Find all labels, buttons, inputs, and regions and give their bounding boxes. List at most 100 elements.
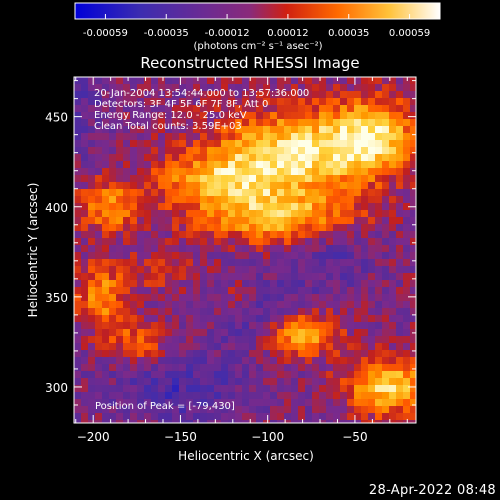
colorbar-gradient [74, 2, 441, 20]
heatmap-cell [165, 392, 173, 400]
heatmap-cell [165, 189, 173, 197]
heatmap-cell [137, 273, 145, 281]
heatmap-cell [81, 329, 89, 337]
heatmap-cell [74, 378, 82, 386]
heatmap-cell [361, 301, 369, 309]
heatmap-cell [368, 364, 376, 372]
heatmap-cell [270, 140, 278, 148]
heatmap-cell [326, 392, 334, 400]
heatmap-cell [403, 161, 411, 169]
heatmap-cell [95, 280, 103, 288]
heatmap-cell [151, 336, 159, 344]
heatmap-cell [319, 252, 327, 260]
heatmap-cell [368, 399, 376, 407]
heatmap-cell [74, 217, 82, 225]
heatmap-cell [270, 350, 278, 358]
heatmap-cell [74, 91, 82, 99]
heatmap-cell [109, 119, 117, 127]
heatmap-cell [256, 371, 264, 379]
heatmap-cell [179, 154, 187, 162]
heatmap-cell [207, 399, 215, 407]
heatmap-cell [368, 301, 376, 309]
heatmap-cell [186, 203, 194, 211]
heatmap-cell [396, 77, 404, 85]
heatmap-cell [347, 119, 355, 127]
heatmap-cell [130, 266, 138, 274]
heatmap-cell [270, 189, 278, 197]
heatmap-cell [319, 357, 327, 365]
heatmap-cell [214, 273, 222, 281]
heatmap-cell [242, 161, 250, 169]
heatmap-cell [270, 245, 278, 253]
heatmap-cell [389, 161, 397, 169]
heatmap-cell [214, 308, 222, 316]
heatmap-cell [123, 371, 131, 379]
heatmap-cell [81, 399, 89, 407]
heatmap-cell [165, 301, 173, 309]
heatmap-cell [200, 119, 208, 127]
heatmap-cell [207, 385, 215, 393]
heatmap-cell [214, 84, 222, 92]
heatmap-cell [151, 140, 159, 148]
heatmap-cell [109, 84, 117, 92]
heatmap-cell [389, 406, 397, 414]
heatmap-cell [403, 210, 411, 218]
heatmap-cell [375, 203, 383, 211]
heatmap-cell [382, 420, 390, 423]
heatmap-cell [375, 343, 383, 351]
heatmap-cell [228, 224, 236, 232]
heatmap-cell [284, 126, 292, 134]
heatmap-cell [284, 266, 292, 274]
heatmap-cell [88, 287, 96, 295]
heatmap-cell [207, 98, 215, 106]
heatmap-cell [158, 357, 166, 365]
heatmap-cell [165, 98, 173, 106]
heatmap-cell [354, 175, 362, 183]
heatmap-cell [368, 119, 376, 127]
heatmap-cell [137, 77, 145, 85]
heatmap-cell [151, 119, 159, 127]
heatmap-cell [333, 168, 341, 176]
heatmap-cell [200, 315, 208, 323]
heatmap-cell [249, 315, 257, 323]
heatmap-cell [298, 182, 306, 190]
heatmap-cell [228, 385, 236, 393]
heatmap-cell [81, 112, 89, 120]
heatmap-cell [144, 287, 152, 295]
heatmap-cell [263, 126, 271, 134]
heatmap-cell [193, 315, 201, 323]
heatmap-cell [319, 322, 327, 330]
heatmap-cell [298, 357, 306, 365]
heatmap-cell [214, 140, 222, 148]
heatmap-cell [277, 259, 285, 267]
heatmap-cell [158, 308, 166, 316]
heatmap-cell [333, 399, 341, 407]
heatmap-cell [256, 287, 264, 295]
heatmap-cell [186, 224, 194, 232]
heatmap-cell [326, 196, 334, 204]
heatmap-cell [95, 343, 103, 351]
heatmap-cell [347, 294, 355, 302]
heatmap-cell [179, 105, 187, 113]
heatmap-cell [179, 259, 187, 267]
heatmap-cell [235, 343, 243, 351]
heatmap-cell [242, 392, 250, 400]
heatmap-cell [305, 147, 313, 155]
heatmap-cell [263, 217, 271, 225]
heatmap-cell [361, 224, 369, 232]
heatmap-cell [123, 210, 131, 218]
heatmap-cell [214, 266, 222, 274]
heatmap-cell [74, 280, 82, 288]
heatmap-cell [235, 357, 243, 365]
heatmap-cell [228, 392, 236, 400]
heatmap-cell [389, 371, 397, 379]
heatmap-cell [396, 259, 404, 267]
heatmap-cell [102, 252, 110, 260]
heatmap-cell [151, 112, 159, 120]
heatmap-cell [228, 336, 236, 344]
heatmap-cell [340, 154, 348, 162]
heatmap-cell [312, 315, 320, 323]
heatmap-cell [88, 273, 96, 281]
heatmap-cell [361, 273, 369, 281]
heatmap-cell [249, 147, 257, 155]
